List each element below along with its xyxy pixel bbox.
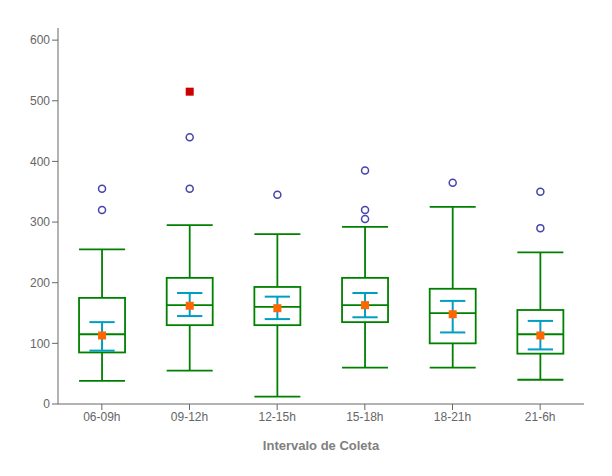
svg-text:15-18h: 15-18h [346,410,383,424]
svg-text:200: 200 [30,276,50,290]
svg-text:100: 100 [30,337,50,351]
svg-text:500: 500 [30,94,50,108]
svg-text:600: 600 [30,33,50,47]
svg-text:21-6h: 21-6h [525,410,556,424]
svg-text:12-15h: 12-15h [258,410,295,424]
svg-text:Intervalo de Coleta: Intervalo de Coleta [263,438,380,453]
svg-text:06-09h: 06-09h [83,410,120,424]
svg-text:18-21h: 18-21h [434,410,471,424]
svg-text:300: 300 [30,215,50,229]
svg-text:0: 0 [43,397,50,411]
svg-text:400: 400 [30,155,50,169]
svg-text:09-12h: 09-12h [171,410,208,424]
